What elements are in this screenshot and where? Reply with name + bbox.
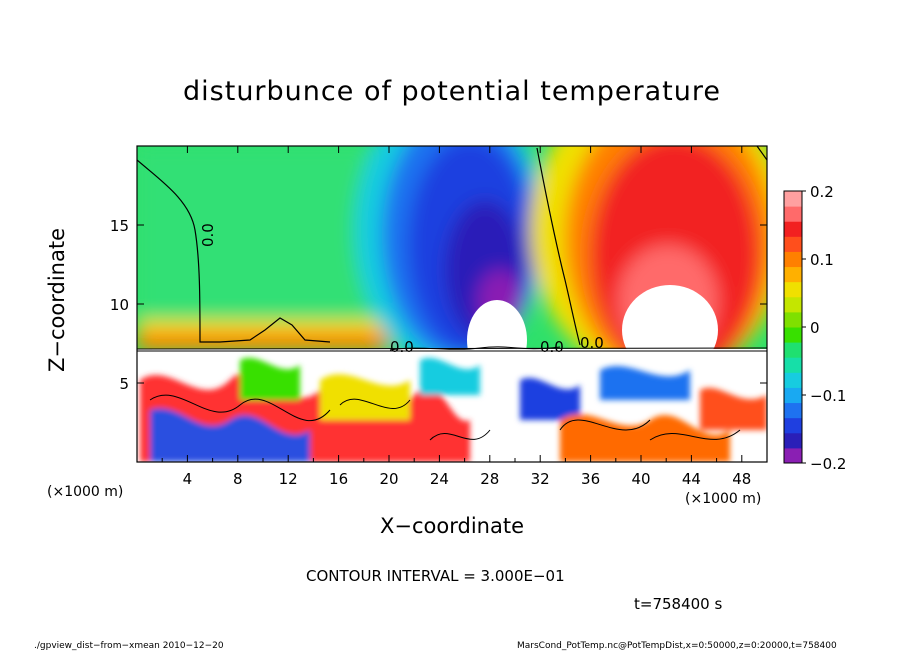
contour-interval-label: CONTOUR INTERVAL = 3.000E−01 [306, 567, 565, 585]
x-tick-label: 24 [430, 470, 449, 488]
heatmap-field [137, 146, 767, 462]
colorbar-tick-label: 0 [810, 319, 820, 337]
contour-label: 0.0 [580, 334, 604, 352]
x-tick-label: 16 [329, 470, 348, 488]
colorbar-swatch [784, 281, 802, 298]
x-tick-label: 32 [531, 470, 550, 488]
chart-title: disturbunce of potential temperature [183, 76, 721, 107]
colorbar-swatch [784, 311, 802, 328]
footer-script-info: ./gpview_dist−from−xmean 2010−12−20 [34, 641, 224, 651]
colorbar-swatch [784, 296, 802, 313]
colorbar-swatch [784, 417, 802, 434]
x-tick-label: 8 [233, 470, 243, 488]
footer-data-source: MarsCond_PotTemp.nc@PotTempDist,x=0:5000… [517, 641, 837, 651]
colorbar [784, 191, 802, 464]
colorbar-swatch [784, 327, 802, 343]
colorbar-axis: 0.2 0.1 0 −0.1 −0.2 [802, 183, 846, 473]
colorbar-tick-label: 0.2 [810, 183, 834, 201]
y-axis: 5 10 15 [110, 217, 767, 393]
colorbar-swatch [784, 266, 802, 283]
colorbar-swatch [784, 402, 802, 419]
contour-label: 0.0 [540, 338, 564, 356]
contour-label: 0.0 [199, 223, 217, 247]
x-tick-label: 20 [379, 470, 398, 488]
colorbar-swatch [784, 372, 802, 388]
x-unit-label-right: (×1000 m) [685, 491, 762, 507]
colorbar-tick-label: 0.1 [810, 251, 834, 269]
colorbar-swatch [784, 447, 802, 464]
colorbar-swatch [784, 221, 802, 237]
x-tick-label: 4 [183, 470, 193, 488]
y-tick-label: 5 [119, 375, 129, 393]
x-unit-label-left: (×1000 m) [47, 484, 124, 500]
x-axis-label: X−coordinate [380, 514, 524, 538]
colorbar-swatch [784, 191, 802, 207]
colorbar-swatch [784, 387, 802, 404]
colorbar-tick-label: −0.2 [810, 455, 846, 473]
x-tick-label: 12 [279, 470, 298, 488]
colorbar-tick-label: −0.1 [810, 387, 846, 405]
x-tick-label: 28 [480, 470, 499, 488]
y-tick-label: 10 [110, 296, 129, 314]
x-tick-label: 36 [581, 470, 600, 488]
y-axis-label: Z−coordinate [45, 228, 69, 372]
colorbar-swatch [784, 206, 802, 222]
colorbar-swatch [784, 251, 802, 268]
colorbar-swatch [784, 236, 802, 252]
x-tick-label: 48 [732, 470, 751, 488]
y-tick-label: 15 [110, 217, 129, 235]
x-axis: 4 8 12 16 20 24 28 32 36 40 44 48 [161, 146, 768, 488]
x-tick-label: 40 [631, 470, 650, 488]
x-tick-label: 44 [682, 470, 701, 488]
colorbar-swatch [784, 342, 802, 358]
colorbar-swatch [784, 357, 802, 373]
time-label: t=758400 s [634, 595, 723, 613]
contour-label: 0.0 [390, 338, 414, 356]
colorbar-swatch [784, 432, 802, 449]
